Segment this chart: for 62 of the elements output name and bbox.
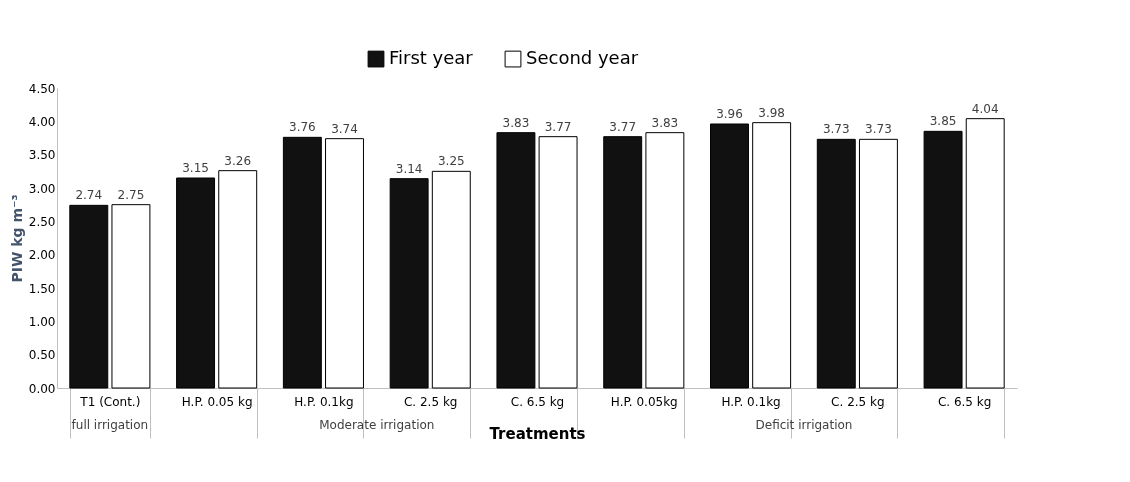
bar (603, 136, 643, 389)
bar (710, 123, 749, 389)
text: Deficit irrigation (755, 418, 853, 432)
bar (752, 122, 792, 389)
legend-label: Second year (526, 47, 639, 69)
bar (325, 138, 364, 389)
y-tick-label: 2.00 (28, 248, 56, 263)
data-label: 3.96 (716, 107, 743, 121)
data-label: 3.98 (758, 105, 786, 120)
data-label: 3.83 (502, 115, 530, 130)
data-label: 3.76 (288, 120, 316, 135)
data-label: 3.25 (437, 154, 465, 169)
y-tick-label: 1.50 (28, 281, 56, 296)
data-label: 3.74 (331, 121, 358, 136)
bar (176, 177, 216, 389)
bar (389, 178, 429, 389)
data-label: 3.83 (651, 115, 679, 130)
data-label: 3.73 (865, 122, 892, 137)
data-label: 4.04 (971, 101, 999, 116)
bar (965, 118, 1005, 389)
data-label: 3.85 (929, 114, 957, 129)
bar (496, 132, 536, 389)
bar (218, 170, 258, 389)
bar (431, 170, 471, 389)
data-label: 3.14 (395, 161, 423, 176)
data-label: 3.77 (544, 119, 572, 134)
y-axis-title: PIW kg m⁻³ (8, 194, 25, 283)
y-tick-label: 4.50 (28, 81, 56, 96)
y-tick-label: 2.50 (28, 214, 56, 229)
bar (923, 130, 963, 389)
x-tick-label: C. 6.5 kg (510, 394, 565, 409)
data-label: 3.77 (609, 119, 637, 134)
bar (111, 204, 151, 389)
x-tick-label: C. 2.5 kg (403, 394, 458, 409)
y-tick-label: 0.00 (28, 381, 56, 396)
legend-label: First year (389, 47, 474, 69)
data-label: 3.15 (182, 161, 209, 175)
bar (538, 136, 578, 389)
x-tick-label: H.P. 0.1kg (721, 394, 781, 409)
bar (816, 138, 856, 389)
x-tick-label: H.P. 0.05 kg (181, 394, 253, 409)
y-tick-label: 0.50 (28, 348, 56, 363)
x-tick-label: C. 6.5 kg (937, 394, 992, 409)
x-tick-label: C. 2.5 kg (831, 394, 885, 409)
bar (645, 132, 685, 389)
bar (858, 138, 898, 389)
x-tick-label: H.P. 0.1kg (294, 394, 354, 409)
data-label: 2.74 (75, 188, 103, 203)
y-tick-label: 3.50 (28, 148, 56, 163)
x-axis-title: Treatments (489, 425, 586, 443)
y-tick-label: 3.00 (28, 181, 56, 196)
y-tick-label: 4.00 (28, 114, 56, 129)
x-tick-label: T1 (Cont.) (79, 394, 141, 409)
text: Moderate irrigation (319, 418, 435, 432)
text: full irrigation (71, 418, 149, 432)
data-label: 3.26 (224, 153, 252, 168)
bar (69, 204, 109, 389)
data-label: 3.73 (822, 122, 850, 137)
x-tick-label: H.P. 0.05kg (610, 394, 678, 409)
y-tick-label: 1.00 (28, 314, 56, 329)
data-label: 2.75 (117, 187, 145, 202)
bar (282, 136, 322, 389)
